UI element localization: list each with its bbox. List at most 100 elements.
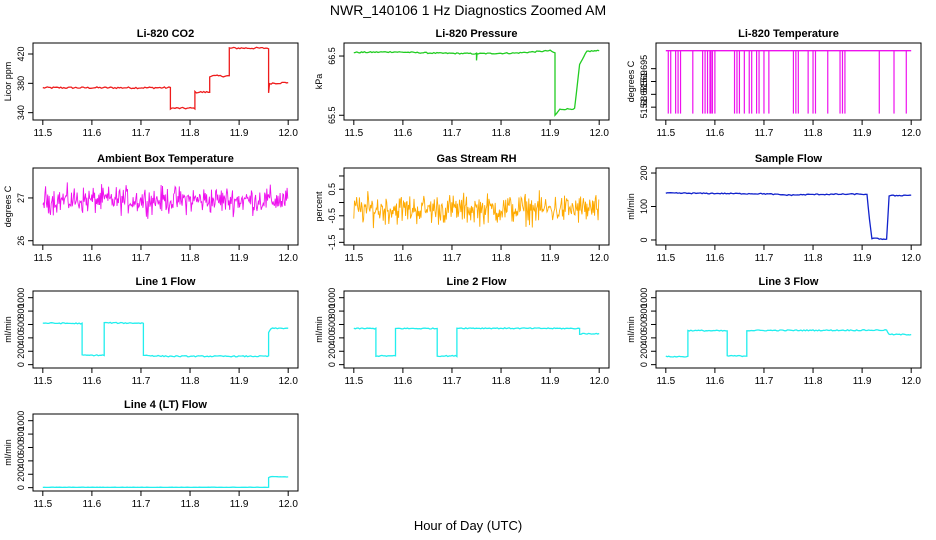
x-tick-label: 11.8 <box>804 253 823 264</box>
plot-frame <box>655 167 922 246</box>
x-tick-label: 11.5 <box>344 253 363 264</box>
plot-frame <box>32 290 299 369</box>
panel-9: Line 3 Flow ml/min 11.5 11.6 11.7 11.8 11.9 12.… <box>626 276 922 387</box>
x-tick-label: 11.5 <box>33 128 52 139</box>
x-tick-label: 11.8 <box>492 376 511 387</box>
y-tick-label: 200 <box>639 344 649 359</box>
y-tick-label: 0 <box>16 362 26 367</box>
x-tick-label: 11.7 <box>443 128 462 139</box>
y-tick-label: 0 <box>327 362 337 367</box>
y-tick-label: 420 <box>16 46 26 61</box>
x-tick-label: 11.7 <box>132 253 151 264</box>
y-tick-label: 600 <box>639 317 649 332</box>
y-tick-label: 600 <box>16 317 26 332</box>
x-tick-label: 12.0 <box>901 376 921 387</box>
series-line <box>665 329 912 358</box>
x-tick-label: 11.5 <box>33 253 52 264</box>
y-tick-label: 1000 <box>16 411 26 431</box>
x-tick-label: 12.0 <box>589 253 609 264</box>
y-tick-label: 27 <box>16 193 26 203</box>
series-line <box>353 327 600 358</box>
panel-title: Line 1 Flow <box>136 276 196 288</box>
y-tick-label: 380 <box>16 76 26 91</box>
x-tick-label: 11.6 <box>394 376 413 387</box>
page-title: NWR_140106 1 Hz Diagnostics Zoomed AM <box>329 2 607 18</box>
x-tick-label: 11.8 <box>492 128 511 139</box>
y-tick-label: 100 <box>639 199 649 214</box>
y-tick-label: 1000 <box>639 288 649 308</box>
y-tick-label: -1.5 <box>327 235 337 251</box>
x-tick-label: 11.6 <box>83 376 102 387</box>
panel-7: Line 1 Flow ml/min 11.5 11.6 11.7 11.8 11.9 12.… <box>3 276 299 387</box>
y-axis-label: percent <box>314 191 324 222</box>
x-tick-label: 11.5 <box>33 499 52 510</box>
x-tick-label: 11.5 <box>656 253 675 264</box>
y-axis-label: ml/min <box>626 316 636 343</box>
series-line <box>353 49 600 117</box>
x-tick-label: 11.6 <box>83 499 102 510</box>
y-axis-label: ml/min <box>314 316 324 343</box>
plot-frame <box>32 167 299 246</box>
x-tick-label: 11.7 <box>132 128 151 139</box>
x-tick-label: 12.0 <box>278 376 298 387</box>
y-tick-label: 51.685 <box>639 81 649 109</box>
x-tick-label: 11.7 <box>755 376 774 387</box>
y-tick-label: 400 <box>16 330 26 345</box>
y-tick-label: 200 <box>327 344 337 359</box>
x-tick-label: 11.5 <box>656 376 675 387</box>
y-tick-label: 340 <box>16 105 26 120</box>
panel-title: Line 4 (LT) Flow <box>124 399 207 411</box>
x-tick-label: 11.6 <box>83 128 102 139</box>
x-tick-label: 11.8 <box>181 376 200 387</box>
x-tick-label: 12.0 <box>589 128 609 139</box>
x-tick-label: 11.8 <box>492 253 511 264</box>
x-tick-label: 11.6 <box>706 376 725 387</box>
x-tick-label: 11.7 <box>443 253 462 264</box>
plot-frame <box>655 290 922 369</box>
y-axis-label: Licor ppm <box>3 62 13 102</box>
y-tick-label: 0 <box>639 237 649 242</box>
panel-4: Ambient Box Temperature degrees C 11.5 11.6… <box>3 153 299 264</box>
x-tick-label: 12.0 <box>278 128 298 139</box>
y-tick-label: 800 <box>639 304 649 319</box>
x-tick-label: 11.8 <box>804 128 823 139</box>
y-axis-label: degrees C <box>3 185 13 227</box>
y-tick-label: 65.5 <box>327 106 337 124</box>
x-tick-label: 12.0 <box>278 499 298 510</box>
x-tick-label: 11.6 <box>706 128 725 139</box>
y-tick-label: 400 <box>327 330 337 345</box>
y-tick-label: 0 <box>639 362 649 367</box>
y-tick-label: 400 <box>639 330 649 345</box>
x-tick-label: 11.9 <box>541 376 560 387</box>
x-tick-label: 11.9 <box>541 253 560 264</box>
y-axis-label: ml/min <box>3 316 13 343</box>
series-line <box>42 46 289 111</box>
series-line <box>42 182 289 219</box>
panel-10: Line 4 (LT) Flow ml/min 11.5 11.6 11.7 11.8 11… <box>3 399 299 510</box>
y-tick-label: 0 <box>16 485 26 490</box>
x-tick-label: 11.9 <box>853 376 872 387</box>
x-tick-label: 11.7 <box>755 128 774 139</box>
y-tick-label: 600 <box>16 440 26 455</box>
panel-5: Gas Stream RH percent 11.5 11.6 11.7 11.8 11.9… <box>314 153 610 264</box>
x-tick-label: 11.7 <box>132 499 151 510</box>
panel-title: Li-820 Pressure <box>436 28 518 40</box>
y-tick-label: 26 <box>16 236 26 246</box>
panel-6: Sample Flow ml/min 11.5 11.6 11.7 11.8 11.9 12.… <box>626 153 922 264</box>
y-tick-label: 1000 <box>16 288 26 308</box>
panel-title: Ambient Box Temperature <box>97 153 234 165</box>
panel-title: Line 2 Flow <box>447 276 507 288</box>
x-tick-label: 11.5 <box>656 128 675 139</box>
panel-title: Line 3 Flow <box>759 276 819 288</box>
x-tick-label: 11.9 <box>230 128 249 139</box>
x-tick-label: 11.7 <box>755 253 774 264</box>
plot-frame <box>32 413 299 492</box>
x-tick-label: 12.0 <box>901 253 921 264</box>
y-tick-label: 1000 <box>327 288 337 308</box>
panel-title: Sample Flow <box>755 153 823 165</box>
x-tick-label: 11.9 <box>230 499 249 510</box>
x-tick-label: 11.8 <box>804 376 823 387</box>
y-tick-label: 51.695 <box>639 55 649 83</box>
x-tick-label: 11.8 <box>181 499 200 510</box>
